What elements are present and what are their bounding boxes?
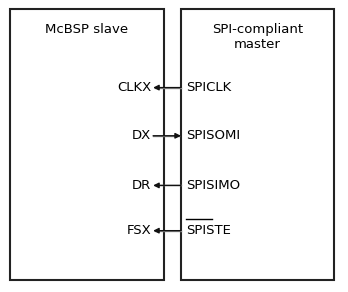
Text: SPISTE: SPISTE — [186, 224, 231, 237]
Bar — [181, 9, 334, 280]
Text: McBSP slave: McBSP slave — [45, 23, 128, 36]
Text: DX: DX — [132, 129, 151, 142]
Text: CLKX: CLKX — [117, 81, 151, 94]
Text: SPISIMO: SPISIMO — [186, 179, 240, 192]
Text: SPICLK: SPICLK — [186, 81, 231, 94]
Text: DR: DR — [132, 179, 151, 192]
Text: SPISOMI: SPISOMI — [186, 129, 240, 142]
Bar — [10, 9, 164, 280]
Text: FSX: FSX — [127, 224, 151, 237]
Text: SPI-compliant
master: SPI-compliant master — [212, 23, 303, 51]
